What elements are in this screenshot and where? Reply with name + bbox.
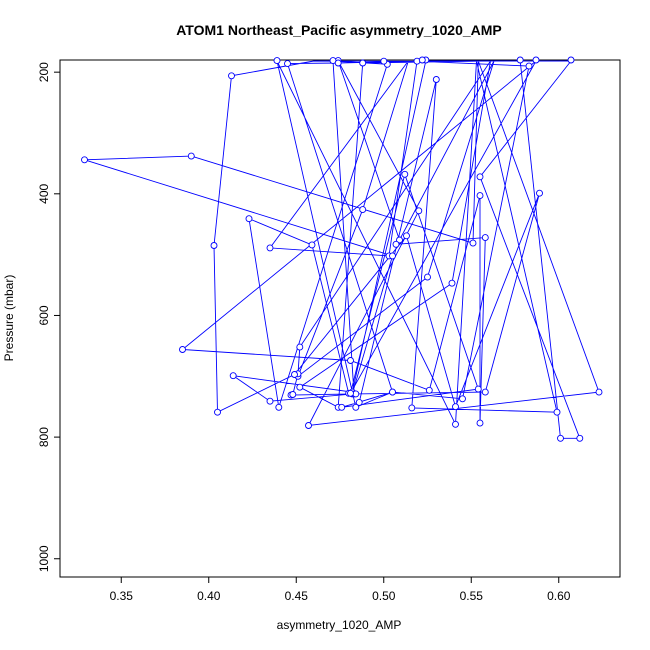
data-point <box>352 403 360 411</box>
data-point <box>187 152 195 160</box>
data-point <box>476 173 484 181</box>
data-point <box>424 273 431 281</box>
data-point <box>179 346 186 353</box>
data-point <box>355 398 363 406</box>
x-tick-label: 0.50 <box>372 589 396 603</box>
data-point <box>532 56 540 64</box>
data-point <box>459 395 466 403</box>
data-point <box>347 357 354 364</box>
data-point <box>452 403 459 411</box>
data-point <box>403 232 410 240</box>
data-point <box>296 383 304 391</box>
series-points <box>81 56 603 442</box>
data-point <box>266 397 274 405</box>
data-point <box>228 72 235 80</box>
data-point <box>525 62 533 70</box>
data-point <box>408 404 416 412</box>
data-point <box>481 234 489 242</box>
data-point <box>338 403 346 411</box>
y-tick-label: 600 <box>37 305 51 325</box>
data-point <box>392 240 400 248</box>
data-point <box>308 241 316 249</box>
data-point <box>291 371 298 378</box>
series-polyline <box>84 60 600 439</box>
data-point <box>415 207 423 215</box>
data-point <box>214 408 221 416</box>
data-point <box>347 389 354 397</box>
data-point <box>481 388 489 396</box>
x-tick-label: 0.40 <box>197 589 221 603</box>
data-point <box>474 385 482 393</box>
data-point <box>275 403 283 411</box>
y-axis: 200 400 600 800 1000 <box>37 62 60 572</box>
data-point <box>334 59 342 67</box>
y-axis-label: Pressure (mbar) <box>2 275 16 362</box>
data-point <box>359 206 367 214</box>
series-line <box>84 60 600 439</box>
data-point <box>476 419 484 427</box>
y-tick-label: 1000 <box>37 545 51 572</box>
data-point <box>284 60 291 68</box>
data-point <box>425 386 433 394</box>
data-point <box>557 434 564 442</box>
data-point <box>81 156 88 164</box>
data-point <box>516 56 524 64</box>
data-point <box>401 170 409 178</box>
data-point <box>210 242 218 249</box>
x-axis: 0.35 0.40 0.45 0.50 0.55 0.60 <box>110 577 571 603</box>
y-tick-label: 400 <box>37 183 51 203</box>
data-point <box>273 57 281 65</box>
x-tick-label: 0.55 <box>460 589 484 603</box>
data-point <box>245 215 253 223</box>
data-point <box>469 239 477 247</box>
x-tick-label: 0.60 <box>547 589 571 603</box>
data-point <box>567 56 575 64</box>
data-point <box>359 59 367 67</box>
x-axis-label: asymmetry_1020_AMP <box>277 618 402 632</box>
data-point <box>595 388 603 396</box>
data-point <box>380 57 388 65</box>
y-tick-label: 200 <box>37 62 51 82</box>
data-point <box>266 244 274 252</box>
chart-title: ATOM1 Northeast_Pacific asymmetry_1020_A… <box>176 22 502 38</box>
data-point <box>476 192 484 200</box>
x-tick-label: 0.35 <box>110 589 134 603</box>
data-point <box>389 388 396 396</box>
y-tick-label: 800 <box>37 427 51 447</box>
data-point <box>389 252 396 260</box>
data-point <box>576 434 584 442</box>
data-point <box>553 408 561 416</box>
data-point <box>289 391 297 398</box>
data-point <box>305 422 312 429</box>
data-point <box>536 189 543 197</box>
data-point <box>296 343 304 351</box>
data-point <box>418 56 426 64</box>
data-point <box>452 420 459 428</box>
data-point <box>432 76 440 83</box>
x-tick-label: 0.45 <box>285 589 309 603</box>
data-point <box>229 372 237 380</box>
data-point <box>448 279 456 287</box>
